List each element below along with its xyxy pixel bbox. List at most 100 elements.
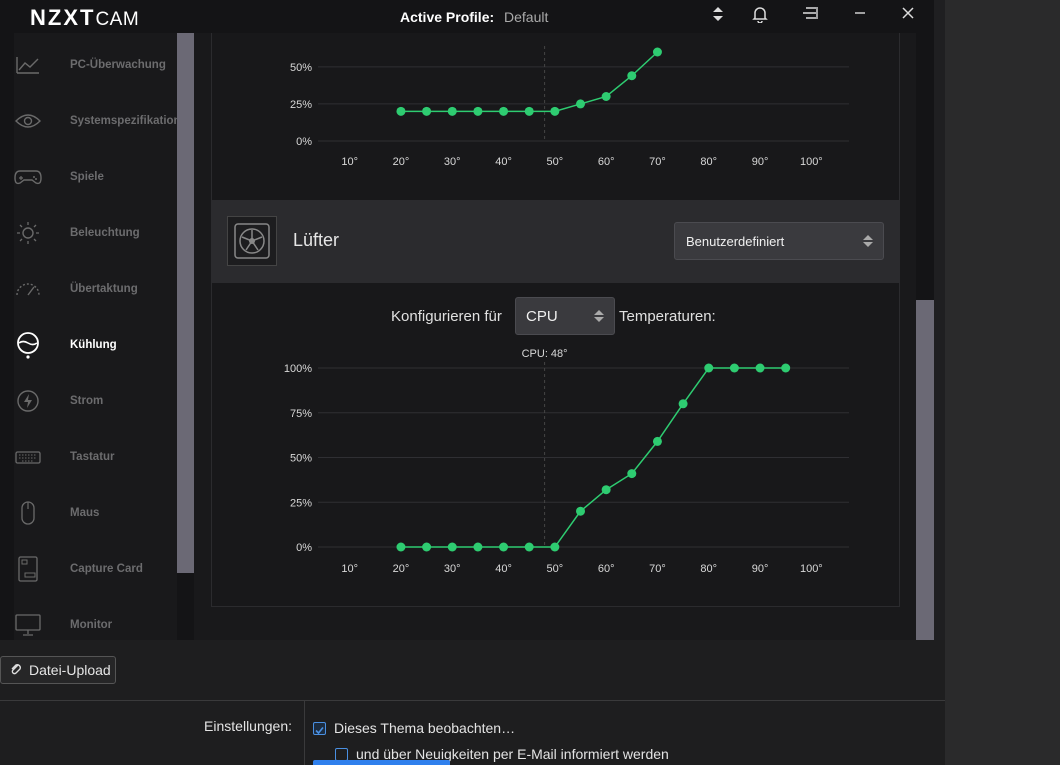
x-tick-label: 80°: [700, 563, 717, 575]
sidebar-item-label: Maus: [70, 507, 100, 519]
menu-icon[interactable]: [800, 6, 820, 25]
sidebar-scrollbar[interactable]: [177, 33, 194, 573]
cpu-temp-label: CPU: 48°: [522, 348, 568, 360]
sidebar-item-label: Beleuchtung: [70, 227, 140, 239]
y-tick-label: 0%: [296, 542, 312, 554]
x-tick-label: 80°: [700, 156, 717, 168]
x-tick-label: 70°: [649, 156, 666, 168]
curve-point[interactable]: [550, 106, 560, 116]
close-icon[interactable]: [898, 6, 918, 24]
curve-line: [400, 367, 786, 548]
curve-point[interactable]: [601, 485, 611, 495]
fan-header: Lüfter Benutzerdefiniert: [211, 200, 900, 282]
curve-point[interactable]: [499, 106, 509, 116]
y-tick-label: 0%: [296, 136, 312, 148]
file-upload-button[interactable]: Datei-Upload: [0, 656, 116, 684]
sidebar-item-monitor[interactable]: Monitor: [14, 610, 184, 640]
curve-point[interactable]: [652, 47, 662, 57]
curve-point[interactable]: [396, 106, 406, 116]
y-tick-label: 25%: [290, 99, 312, 111]
x-tick-label: 30°: [444, 563, 461, 575]
curve-point[interactable]: [524, 542, 534, 552]
email-notify-checkbox[interactable]: [335, 747, 348, 761]
fan-curve-chart[interactable]: 0% 25% 50% 75% 100% 10° 20° 30° 40° 50° 60° 70° 80° 9…: [212, 283, 901, 608]
sidebar-item-label: Tastatur: [70, 451, 115, 463]
fan-icon: [227, 216, 277, 266]
x-tick-label: 100°: [800, 156, 823, 168]
curve-point[interactable]: [627, 71, 637, 81]
curve-point[interactable]: [447, 106, 457, 116]
sidebar-item-pc-monitoring[interactable]: PC-Überwachung: [14, 50, 184, 80]
curve-point[interactable]: [755, 363, 765, 373]
sidebar-item-games[interactable]: Spiele: [14, 162, 184, 192]
y-tick-label: 25%: [290, 497, 312, 509]
x-tick-label: 30°: [444, 156, 461, 168]
titlebar: NZXTCAM Active Profile: Default: [0, 0, 934, 33]
mouse-icon: [14, 501, 42, 525]
x-tick-label: 90°: [752, 156, 769, 168]
main-scrollbar[interactable]: [916, 300, 934, 640]
sidebar-item-power[interactable]: Strom: [14, 386, 184, 416]
sidebar-item-capture-card[interactable]: Capture Card: [14, 554, 184, 584]
sidebar-item-label: Monitor: [70, 619, 113, 631]
curve-point[interactable]: [422, 542, 432, 552]
cam-window: NZXTCAM Active Profile: Default PC-Überw…: [0, 0, 934, 640]
curve-point[interactable]: [704, 363, 714, 373]
sidebar-item-label: Kühlung: [70, 339, 117, 351]
submit-button-edge[interactable]: [313, 760, 450, 765]
bell-icon[interactable]: [750, 6, 770, 28]
sidebar-item-lighting[interactable]: Beleuchtung: [14, 218, 184, 248]
sensor-select[interactable]: CPU: [515, 297, 615, 335]
curve-point[interactable]: [601, 92, 611, 101]
y-tick-label: 100%: [284, 363, 312, 375]
profile-switch-icon[interactable]: [708, 6, 728, 27]
sidebar-item-cooling[interactable]: Kühlung: [14, 330, 184, 360]
browser-side-panel: [945, 0, 1060, 765]
watch-thread-checkbox[interactable]: [313, 721, 326, 735]
x-tick-label: 40°: [495, 156, 512, 168]
x-tick-label: 20°: [393, 156, 410, 168]
sidebar-item-label: Übertaktung: [70, 283, 138, 295]
sidebar-item-label: Strom: [70, 395, 104, 407]
sidebar-item-system-specs[interactable]: Systemspezifikation: [14, 106, 184, 136]
curve-point[interactable]: [576, 99, 585, 109]
select-arrows-icon: [594, 310, 604, 322]
x-tick-label: 10°: [341, 156, 358, 168]
curve-point[interactable]: [422, 106, 432, 116]
minimize-icon[interactable]: [850, 6, 870, 24]
settings-label: Einstellungen:: [204, 718, 292, 734]
pump-curve-chart[interactable]: 0% 25% 50% 10° 20° 30° 40° 50° 60° 70° 80° 90° 100°: [212, 33, 901, 202]
curve-point[interactable]: [550, 542, 560, 552]
configure-suffix: Temperaturen:: [619, 308, 716, 325]
watch-thread-option[interactable]: Dieses Thema beobachten…: [313, 720, 515, 736]
curve-point[interactable]: [473, 542, 483, 552]
fan-mode-select[interactable]: Benutzerdefiniert: [674, 222, 884, 260]
active-profile-value[interactable]: Default: [504, 9, 549, 25]
email-notify-label: und über Neuigkeiten per E-Mail informie…: [356, 746, 669, 762]
curve-point[interactable]: [576, 506, 585, 516]
curve-point[interactable]: [678, 399, 688, 409]
curve-point[interactable]: [524, 106, 534, 116]
curve-point[interactable]: [473, 106, 483, 116]
x-tick-label: 20°: [393, 563, 410, 575]
cooling-icon: [14, 332, 42, 359]
sidebar-item-mouse[interactable]: Maus: [14, 498, 184, 528]
curve-point[interactable]: [396, 542, 406, 552]
sensor-value: CPU: [526, 307, 558, 325]
fan-title: Lüfter: [293, 230, 340, 250]
curve-point[interactable]: [652, 436, 662, 446]
curve-point[interactable]: [781, 363, 791, 373]
active-profile-label: Active Profile:: [400, 9, 495, 25]
forum-reply-area: [0, 640, 945, 765]
curve-point[interactable]: [447, 542, 457, 552]
cooling-panel: 0% 25% 50% 10° 20° 30° 40° 50° 60° 70° 80° 90° 100° …: [194, 33, 916, 640]
curve-point[interactable]: [499, 542, 509, 552]
pump-curve-card: 0% 25% 50% 10° 20° 30° 40° 50° 60° 70° 80° 90° 100°: [211, 33, 900, 201]
curve-point[interactable]: [729, 363, 739, 373]
gamepad-icon: [14, 165, 42, 189]
sidebar-item-label: PC-Überwachung: [70, 59, 166, 71]
curve-point[interactable]: [627, 469, 637, 479]
sidebar-item-overclocking[interactable]: Übertaktung: [14, 274, 184, 304]
capture-card-icon: [14, 556, 42, 582]
sidebar-item-keyboard[interactable]: Tastatur: [14, 442, 184, 472]
